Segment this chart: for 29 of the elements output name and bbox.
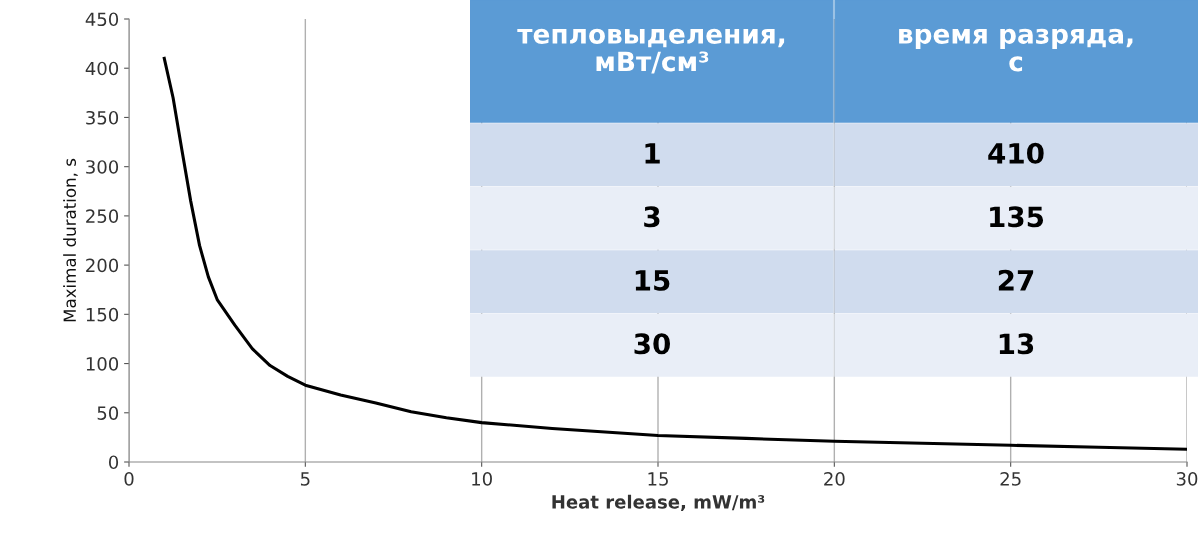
annotation: 30 — [634, 333, 670, 355]
x-tick-label: 30 — [1176, 472, 1198, 486]
y-tick-label: 400 — [85, 61, 119, 76]
annotation: время разряда, с — [899, 28, 1133, 72]
y-tick-label: 450 — [85, 12, 119, 27]
y-tick-label: 0 — [108, 455, 119, 470]
y-axis-title: Maximal duration, s — [63, 158, 78, 322]
annotation: тепловыделения, мВт/см³ — [517, 28, 785, 74]
annotation: 135 — [990, 206, 1044, 228]
annotation: 13 — [999, 333, 1034, 355]
x-tick-label: 0 — [124, 472, 134, 486]
x-tick-label: 5 — [300, 472, 310, 486]
x-axis-title: Heat release, mW/m³ — [552, 494, 765, 512]
x-tick-label: 20 — [824, 472, 845, 486]
y-tick-label: 300 — [86, 160, 119, 174]
y-tick-label: 50 — [97, 406, 119, 420]
y-tick-label: 150 — [86, 307, 119, 322]
annotation: 410 — [988, 142, 1044, 164]
annotation: 1 — [645, 143, 660, 164]
y-tick-label: 200 — [86, 258, 119, 273]
y-tick-label: 250 — [86, 209, 119, 224]
annotation: 27 — [998, 269, 1034, 291]
y-tick-label: 350 — [86, 110, 119, 125]
x-tick-label: 10 — [472, 472, 492, 486]
annotation: 3 — [644, 206, 660, 228]
x-tick-label: 15 — [648, 472, 668, 486]
x-tick-label: 25 — [1000, 472, 1021, 486]
annotation: 15 — [635, 270, 670, 291]
y-tick-label: 100 — [86, 357, 119, 371]
